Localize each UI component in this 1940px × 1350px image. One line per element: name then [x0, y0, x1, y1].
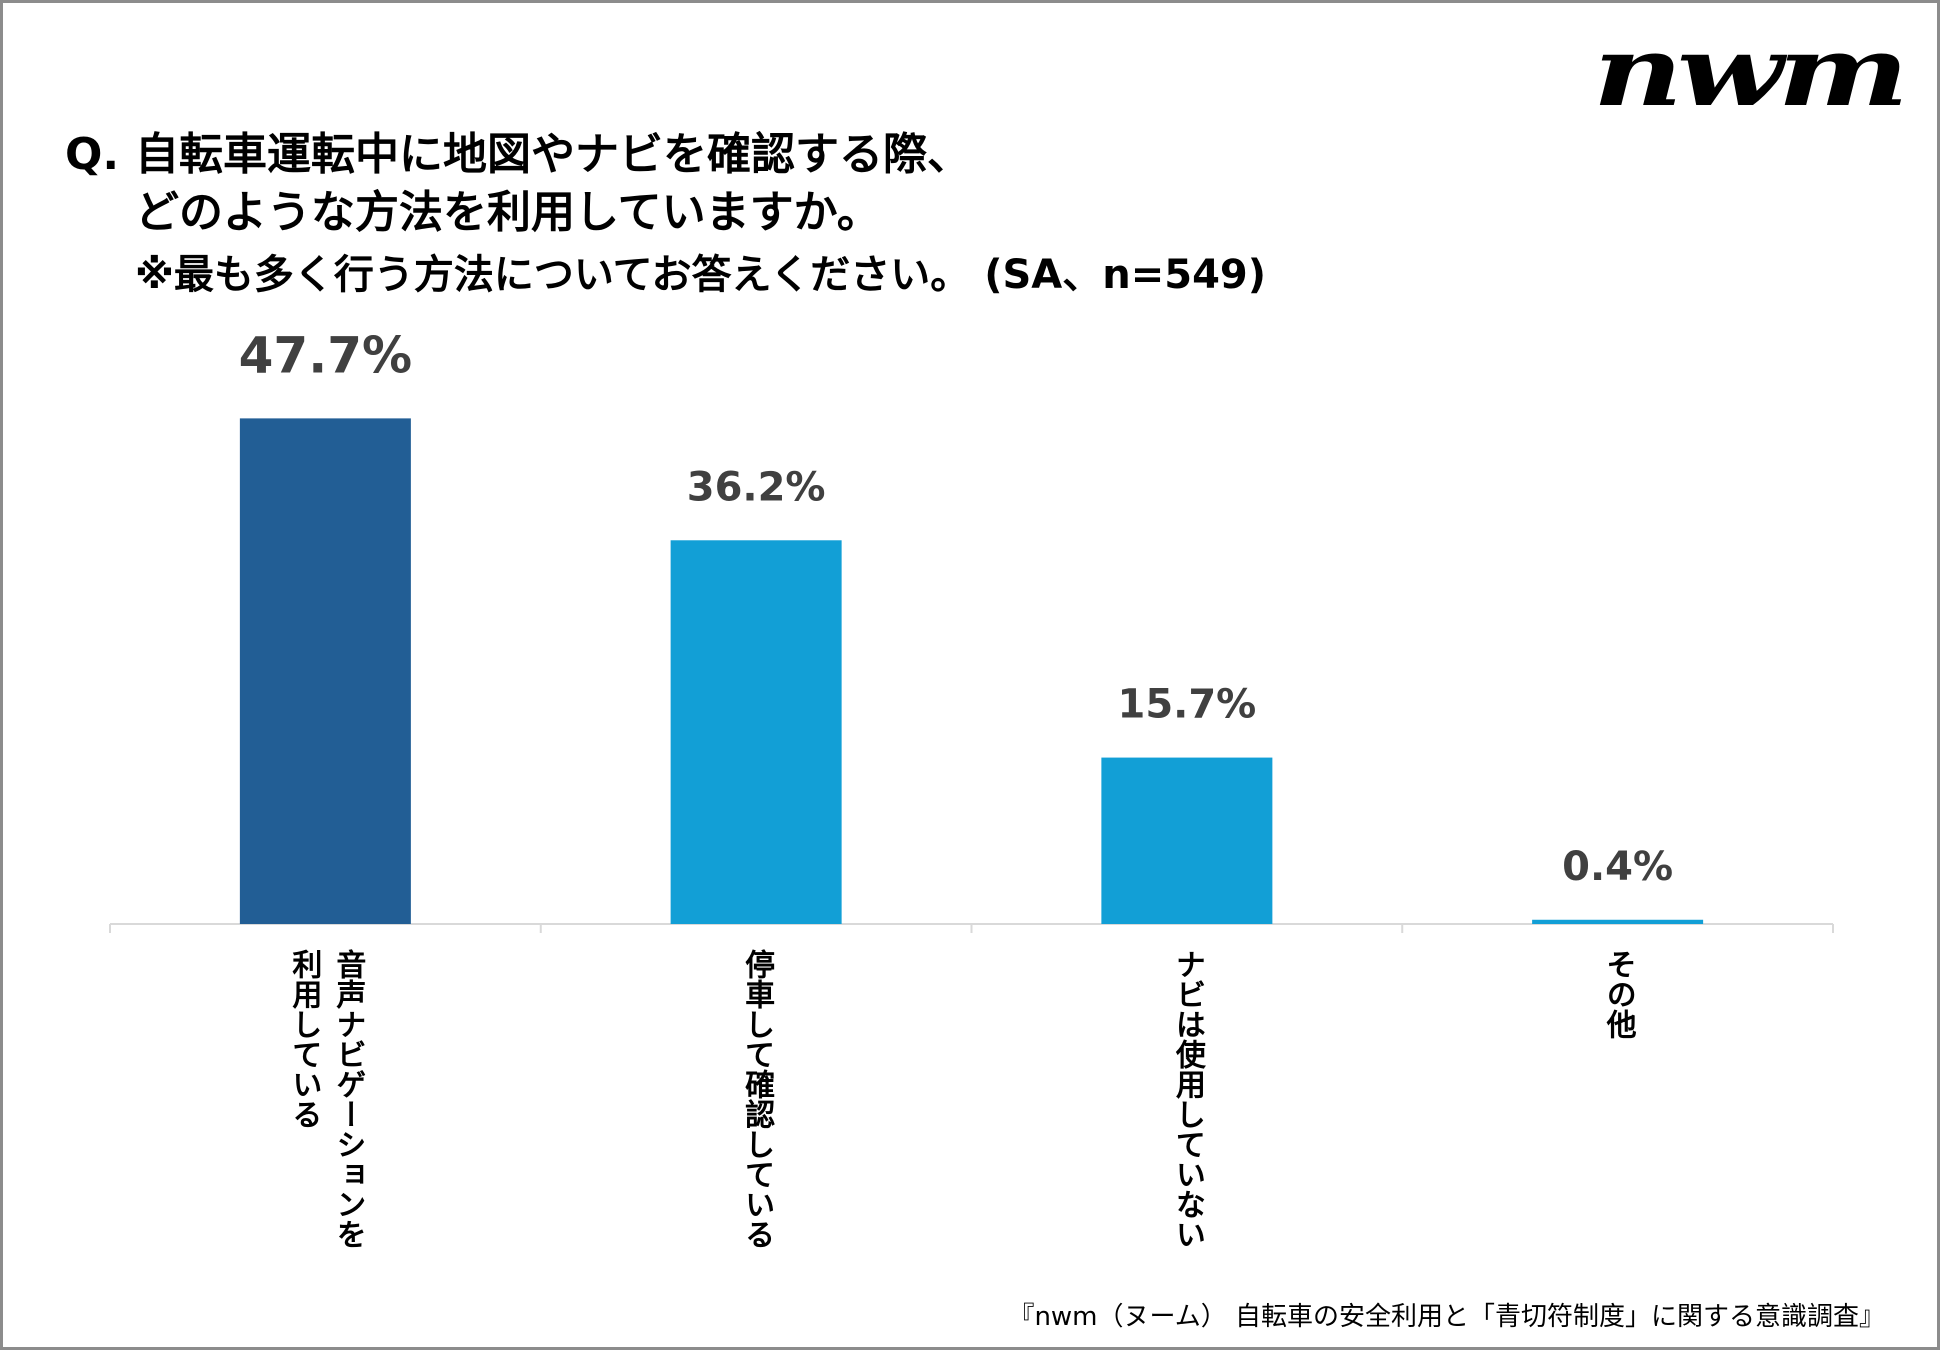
nwm-logo: nwm: [1592, 15, 1909, 129]
bar-4: [1532, 919, 1704, 924]
data-label-4: 0.4%: [1562, 844, 1673, 890]
question-line-2: どのような方法を利用していますか。: [135, 187, 881, 238]
bar-3: [1101, 757, 1273, 924]
question-line-1: 自転車運転中に地図やナビを確認する際、: [135, 129, 971, 180]
bar-chart: 47.7% 36.2% 15.7% 0.4%: [109, 326, 1834, 933]
data-label-3: 15.7%: [1117, 682, 1256, 728]
data-label-1: 47.7%: [239, 326, 412, 384]
data-label-2: 36.2%: [687, 464, 826, 510]
category-label-2: 停車して確認している: [739, 949, 775, 1249]
category-label-3: ナビは使用していない: [1169, 949, 1205, 1249]
bar-1: [239, 418, 411, 924]
category-label-1: 音声ナビゲーションを 利用している: [286, 949, 366, 1249]
category-label-4: その他: [1600, 949, 1636, 1039]
source-note: 『nwm（ヌーム） 自転車の安全利用と「青切符制度」に関する意識調査』: [1008, 1302, 1885, 1332]
question-prefix: Q.: [65, 129, 120, 180]
question-note: ※最も多く行う方法についてお答えください。 (SA、n=549): [135, 252, 1267, 298]
bar-2: [670, 540, 842, 924]
